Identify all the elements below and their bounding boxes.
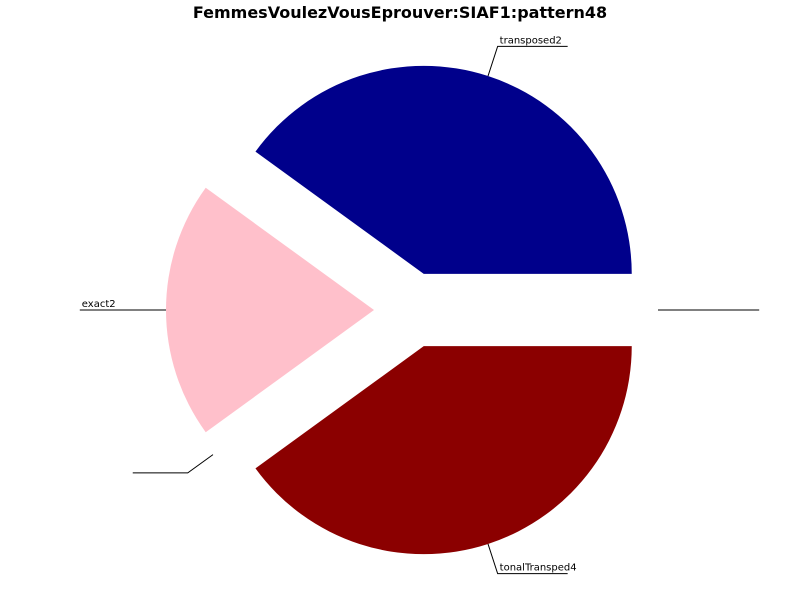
pie-slice-exact2 [165,187,374,433]
leader-line-tonalTransped4 [487,543,568,575]
slice-label-transposed2: transposed2 [500,35,562,46]
leader-line-transposed2 [487,45,568,77]
slice-label-exact2: exact2 [82,299,116,310]
pie-slice-transposed2 [255,65,632,274]
slice-label-tonalTransped4: tonalTransped4 [500,563,577,574]
pie-slice-tonalTransped4 [255,346,632,555]
chart-title: FemmesVoulezVousEprouver:SIAF1:pattern48 [192,3,608,22]
leader-line-empty-3 [132,454,214,474]
